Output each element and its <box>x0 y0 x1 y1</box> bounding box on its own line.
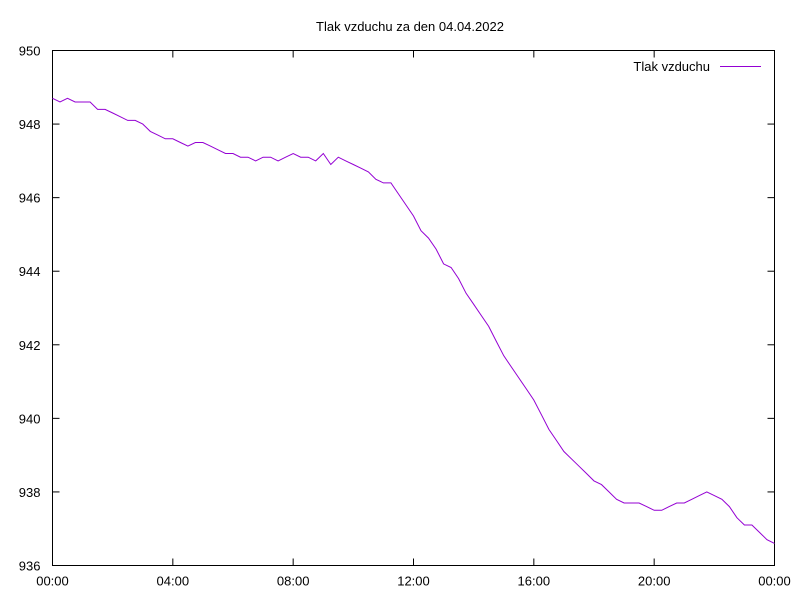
x-tick-label: 08:00 <box>277 574 310 589</box>
x-tick-label: 00:00 <box>758 574 791 589</box>
plot-frame <box>52 50 775 566</box>
x-tick-label: 20:00 <box>638 574 671 589</box>
y-tick-label: 944 <box>19 264 41 279</box>
legend: Tlak vzduchu <box>633 59 761 74</box>
y-tick-label: 936 <box>19 559 41 574</box>
y-tick-label: 950 <box>19 44 41 59</box>
x-tick-label: 04:00 <box>157 574 190 589</box>
x-tick-label: 12:00 <box>397 574 430 589</box>
y-tick-label: 940 <box>19 411 41 426</box>
legend-label: Tlak vzduchu <box>633 59 710 74</box>
series-line-0 <box>52 97 775 544</box>
x-axis: 00:00 04:00 08:00 12:00 16:00 20:00 00:00 <box>36 50 791 589</box>
y-tick-label: 938 <box>19 485 41 500</box>
y-tick-label: 946 <box>19 191 41 206</box>
chart-title: Tlak vzduchu za den 04.04.2022 <box>316 19 504 34</box>
x-tick-label: 16:00 <box>518 574 551 589</box>
y-tick-label: 948 <box>19 117 41 132</box>
y-tick-label: 942 <box>19 338 41 353</box>
y-axis: 936 938 940 942 944 946 948 950 <box>19 44 775 574</box>
x-tick-label: 00:00 <box>36 574 69 589</box>
series-layer <box>52 97 775 544</box>
